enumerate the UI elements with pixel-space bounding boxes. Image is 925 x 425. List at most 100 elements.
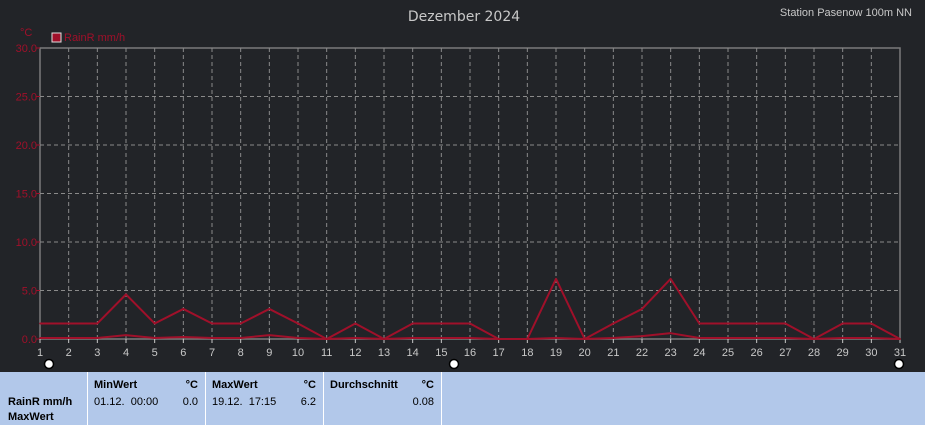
data-point <box>641 335 643 337</box>
data-point <box>698 322 701 325</box>
avg-value: 0.08 <box>412 396 434 408</box>
x-tick-label: 13 <box>378 347 390 359</box>
data-point <box>239 322 242 325</box>
data-point <box>411 337 414 339</box>
y-tick-label: 20.0 <box>16 140 37 152</box>
data-point <box>411 322 414 325</box>
data-point <box>354 322 357 325</box>
data-point <box>211 337 213 339</box>
x-tick-label: 22 <box>636 347 648 359</box>
stats-row-label-cell: RainR mm/h MaxWert <box>0 372 88 425</box>
data-point <box>297 337 299 339</box>
min-value: 0.0 <box>182 396 198 408</box>
data-point <box>784 337 787 339</box>
data-point <box>583 338 586 340</box>
data-point <box>555 278 557 280</box>
data-point <box>239 337 242 339</box>
x-tick-label: 31 <box>894 347 906 359</box>
data-point <box>383 338 385 340</box>
max-date: 19.12. 17:15 <box>212 396 277 408</box>
x-tick-label: 12 <box>349 347 361 359</box>
y-tick-label: 5.0 <box>22 286 37 298</box>
x-tick-label: 25 <box>722 347 734 359</box>
y-unit-label: °C <box>20 27 32 39</box>
data-point <box>727 337 729 339</box>
data-point <box>354 337 357 339</box>
max-value: 6.2 <box>300 396 316 408</box>
x-tick-label: 15 <box>435 347 447 359</box>
data-point <box>612 322 615 325</box>
grid <box>39 47 901 340</box>
avg-unit: °C <box>421 379 434 391</box>
data-point <box>67 337 70 339</box>
data-point <box>555 337 557 339</box>
x-ticks: 1 2 3 4 5 6 7 8 9 10 11 12 13 14 15 16 17 18 19 20 21 22 23 24 2… <box>37 339 906 359</box>
data-point <box>497 338 500 340</box>
stats-min-cell: MinWert °C 01.12. 00:00 0.0 <box>88 372 206 425</box>
data-point <box>841 337 844 339</box>
min-header: MinWert <box>94 379 138 391</box>
x-tick-label: 17 <box>493 347 505 359</box>
data-point <box>211 322 213 325</box>
data-point <box>153 322 156 325</box>
data-point <box>268 308 271 310</box>
station-label: Station Pasenow 100m NN <box>780 7 912 19</box>
x-tick-label: 30 <box>865 347 877 359</box>
chart-title: Dezember 2024 <box>408 9 520 25</box>
data-point <box>841 322 844 325</box>
data-point <box>325 338 328 340</box>
data-point <box>469 322 471 325</box>
x-tick-label: 10 <box>292 347 304 359</box>
x-tick-label: 26 <box>751 347 763 359</box>
data-point <box>641 308 643 310</box>
data-point <box>96 322 99 325</box>
x-tick-label: 4 <box>123 347 129 359</box>
x-tick-label: 23 <box>665 347 677 359</box>
range-mid-handle[interactable] <box>448 358 460 370</box>
data-point <box>669 332 672 334</box>
range-start-handle[interactable] <box>43 358 55 370</box>
data-point <box>440 322 443 325</box>
data-point <box>698 337 701 339</box>
x-tick-label: 20 <box>579 347 591 359</box>
max-unit: °C <box>303 379 316 391</box>
data-point <box>727 322 729 325</box>
x-tick-label: 19 <box>550 347 562 359</box>
data-point <box>182 336 185 338</box>
data-point <box>784 322 787 325</box>
data-point <box>39 322 41 325</box>
y-tick-label: 10.0 <box>16 237 37 249</box>
data-point <box>526 338 529 340</box>
data-point <box>612 337 615 339</box>
data-point <box>870 337 873 339</box>
data-point <box>813 338 815 340</box>
data-point <box>755 322 758 325</box>
x-tick-label: 24 <box>693 347 705 359</box>
x-tick-label: 21 <box>607 347 619 359</box>
min-date: 01.12. 00:00 <box>94 396 159 408</box>
x-tick-label: 18 <box>521 347 533 359</box>
max-header: MaxWert <box>212 379 258 391</box>
x-tick-label: 28 <box>808 347 820 359</box>
data-point <box>39 337 41 339</box>
data-point <box>268 334 271 336</box>
stats-max-cell: MaxWert °C 19.12. 17:15 6.2 <box>206 372 324 425</box>
x-tick-label: 1 <box>37 347 43 359</box>
data-point <box>182 308 185 310</box>
data-point <box>153 337 156 339</box>
y-tick-label: 0.0 <box>22 334 37 346</box>
x-tick-label: 11 <box>321 347 332 359</box>
stats-row-label: RainR mm/h <box>8 396 73 408</box>
rain-chart: Dezember 2024 Station Pasenow 100m NN °C… <box>16 7 912 370</box>
series <box>39 277 901 340</box>
range-end-handle[interactable] <box>893 358 905 370</box>
data-point <box>96 337 99 339</box>
legend-swatch <box>51 32 62 43</box>
min-unit: °C <box>185 379 198 391</box>
x-tick-label: 16 <box>464 347 476 359</box>
scroll-markers[interactable] <box>43 358 905 370</box>
x-tick-label: 7 <box>209 347 215 359</box>
x-tick-label: 5 <box>152 347 158 359</box>
data-point <box>297 322 299 325</box>
x-tick-label: 8 <box>238 347 244 359</box>
